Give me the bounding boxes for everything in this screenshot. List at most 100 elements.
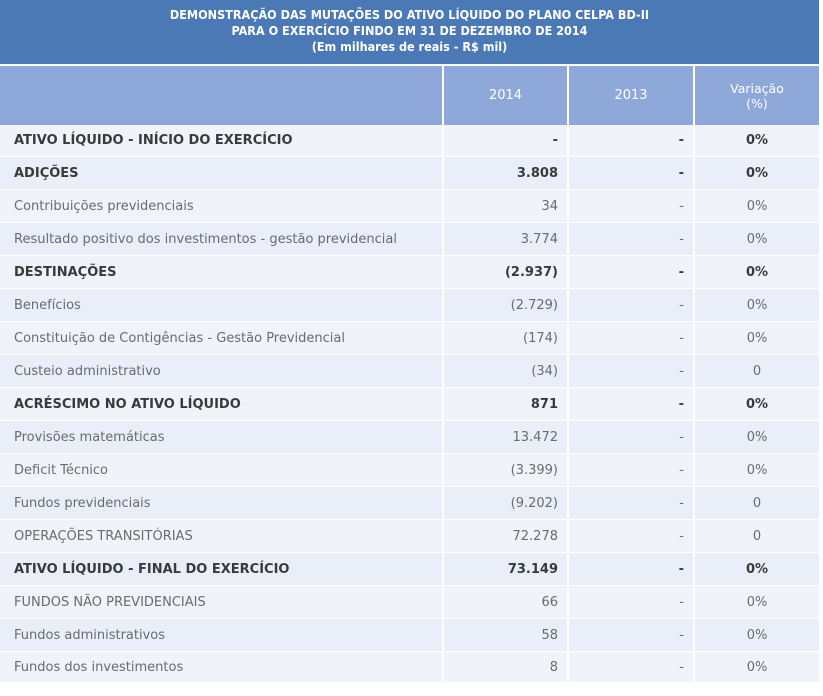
row-value-2014: (9.202) — [443, 486, 569, 520]
table-row: Fundos dos investimentos 8-0% — [0, 651, 819, 683]
row-value-2013: - — [568, 618, 695, 652]
row-label: ATIVO LÍQUIDO - FINAL DO EXERCÍCIO — [0, 552, 444, 586]
table-row: OPERAÇÕES TRANSITÓRIAS 72.278-0 — [0, 519, 819, 553]
row-variation: 0% — [694, 321, 819, 355]
row-value-2014: 8 — [443, 651, 569, 683]
row-value-2014: (3.399) — [443, 453, 569, 487]
table-row: Resultado positivo dos investimentos - g… — [0, 222, 819, 256]
header-label-cell — [0, 66, 444, 125]
row-variation: 0% — [694, 585, 819, 619]
row-value-2014: 871 — [443, 387, 569, 421]
row-value-2014: - — [443, 125, 569, 157]
row-label: ACRÉSCIMO NO ATIVO LÍQUIDO — [0, 387, 444, 421]
header-variation-line-1: Variação — [730, 80, 784, 96]
row-label: FUNDOS NÃO PREVIDENCIAIS — [0, 585, 444, 619]
row-variation: 0% — [694, 387, 819, 421]
row-value-2013: - — [568, 189, 695, 223]
row-label: ATIVO LÍQUIDO - INÍCIO DO EXERCÍCIO — [0, 125, 444, 157]
row-value-2013: - — [568, 255, 695, 289]
header-row: 2014 2013 Variação (%) — [0, 66, 819, 125]
statement-table: 2014 2013 Variação (%) ATIVO LÍQUIDO - I… — [0, 66, 819, 683]
row-label: Resultado positivo dos investimentos - g… — [0, 222, 444, 256]
row-variation: 0 — [694, 354, 819, 388]
row-value-2014: 3.808 — [443, 156, 569, 190]
row-value-2014: 58 — [443, 618, 569, 652]
table-row: Benefícios (2.729) -0% — [0, 288, 819, 322]
row-value-2014: 73.149 — [443, 552, 569, 586]
title-line-3: (Em milhares de reais - R$ mil) — [311, 39, 508, 54]
table-row: ACRÉSCIMO NO ATIVO LÍQUIDO 871-0% — [0, 387, 819, 421]
row-value-2013: - — [568, 486, 695, 520]
row-variation: 0% — [694, 453, 819, 487]
row-label: DESTINAÇÕES — [0, 255, 444, 289]
row-value-2014: (2.729) — [443, 288, 569, 322]
title-line-1: DEMONSTRAÇÃO DAS MUTAÇÕES DO ATIVO LÍQUI… — [169, 7, 650, 22]
row-value-2014: 34 — [443, 189, 569, 223]
row-label: Fundos previdenciais — [0, 486, 444, 520]
row-value-2013: - — [568, 387, 695, 421]
row-label: Deficit Técnico — [0, 453, 444, 487]
row-variation: 0% — [694, 618, 819, 652]
table-row: Provisões matemáticas 13.472-0% — [0, 420, 819, 454]
table-row: FUNDOS NÃO PREVIDENCIAIS 66-0% — [0, 585, 819, 619]
row-label: Custeio administrativo — [0, 354, 444, 388]
row-value-2013: - — [568, 288, 695, 322]
table-row: Deficit Técnico (3.399) -0% — [0, 453, 819, 487]
header-variation: Variação (%) — [694, 66, 819, 125]
header-2014: 2014 — [443, 66, 569, 125]
table-row: Custeio administrativo (34) -0 — [0, 354, 819, 388]
row-value-2013: - — [568, 222, 695, 256]
row-variation: 0% — [694, 189, 819, 223]
row-value-2014: 72.278 — [443, 519, 569, 553]
row-value-2014: 3.774 — [443, 222, 569, 256]
row-value-2014: 66 — [443, 585, 569, 619]
row-value-2013: - — [568, 651, 695, 683]
table-row: ATIVO LÍQUIDO - FINAL DO EXERCÍCIO 73.149… — [0, 552, 819, 586]
row-variation: 0% — [694, 651, 819, 683]
title-line-2: PARA O EXERCÍCIO FINDO EM 31 DE DEZEMBRO… — [231, 23, 588, 38]
row-label: Provisões matemáticas — [0, 420, 444, 454]
row-variation: 0% — [694, 156, 819, 190]
row-label: ADIÇÕES — [0, 156, 444, 190]
row-variation: 0 — [694, 486, 819, 520]
table-row: Contribuições previdenciais 34-0% — [0, 189, 819, 223]
row-value-2013: - — [568, 125, 695, 157]
header-2013: 2013 — [568, 66, 695, 125]
row-label: Fundos administrativos — [0, 618, 444, 652]
row-value-2013: - — [568, 354, 695, 388]
row-value-2014: (34) — [443, 354, 569, 388]
row-value-2013: - — [568, 519, 695, 553]
header-variation-line-2: (%) — [746, 95, 768, 111]
row-variation: 0% — [694, 222, 819, 256]
table-body: ATIVO LÍQUIDO - INÍCIO DO EXERCÍCIO - -0% A… — [0, 125, 819, 683]
row-variation: 0 — [694, 519, 819, 553]
table-row: Fundos administrativos 58-0% — [0, 618, 819, 652]
table-row: ATIVO LÍQUIDO - INÍCIO DO EXERCÍCIO - -0% — [0, 125, 819, 157]
row-value-2014: 13.472 — [443, 420, 569, 454]
row-label: Constituição de Contigências - Gestão Pr… — [0, 321, 444, 355]
table-row: ADIÇÕES 3.808-0% — [0, 156, 819, 190]
row-value-2013: - — [568, 156, 695, 190]
row-label: Fundos dos investimentos — [0, 651, 444, 683]
row-variation: 0% — [694, 552, 819, 586]
row-value-2013: - — [568, 321, 695, 355]
row-value-2014: (174) — [443, 321, 569, 355]
row-value-2013: - — [568, 420, 695, 454]
row-value-2013: - — [568, 453, 695, 487]
row-label: Benefícios — [0, 288, 444, 322]
row-label: OPERAÇÕES TRANSITÓRIAS — [0, 519, 444, 553]
row-value-2013: - — [568, 585, 695, 619]
table-header: 2014 2013 Variação (%) — [0, 66, 819, 125]
table-row: DESTINAÇÕES (2.937) -0% — [0, 255, 819, 289]
table-row: Constituição de Contigências - Gestão Pr… — [0, 321, 819, 355]
row-variation: 0% — [694, 125, 819, 157]
table-title: DEMONSTRAÇÃO DAS MUTAÇÕES DO ATIVO LÍQUI… — [0, 0, 823, 64]
row-variation: 0% — [694, 255, 819, 289]
row-variation: 0% — [694, 420, 819, 454]
row-value-2013: - — [568, 552, 695, 586]
table-row: Fundos previdenciais (9.202) -0 — [0, 486, 819, 520]
row-value-2014: (2.937) — [443, 255, 569, 289]
row-label: Contribuições previdenciais — [0, 189, 444, 223]
row-variation: 0% — [694, 288, 819, 322]
